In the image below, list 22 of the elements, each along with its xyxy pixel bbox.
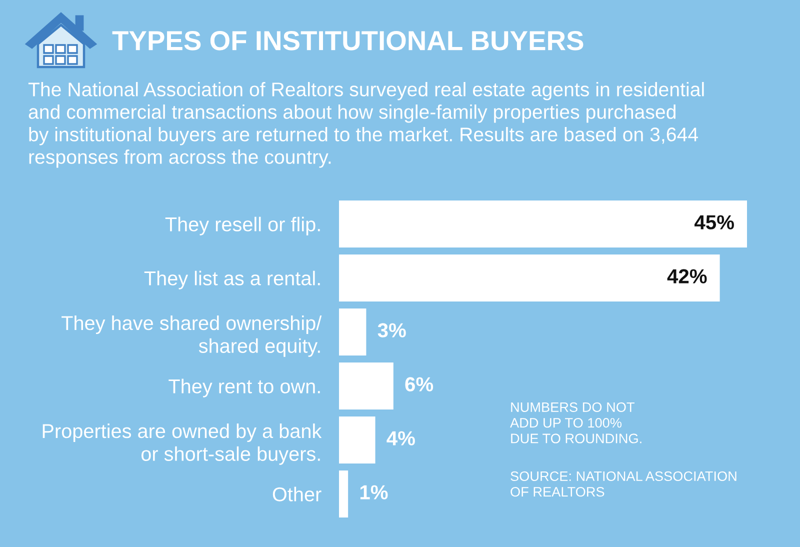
- bar: [339, 416, 376, 464]
- y-tick-label: Properties are owned by a bank or short-sale buyers.: [42, 424, 322, 465]
- data-label: 3%: [378, 323, 406, 338]
- chart-title: TYPES OF INSTITUTIONAL BUYERS: [112, 30, 584, 50]
- data-label: 42%: [667, 269, 707, 284]
- data-label: 6%: [405, 377, 434, 392]
- bar: [339, 254, 720, 302]
- bar: [339, 308, 366, 356]
- annotation: NUMBERS DO NOT ADD UP TO 100% DUE TO ROUNDING.: [510, 402, 642, 444]
- y-tick-label: They resell or flip.: [165, 216, 320, 236]
- annotation: SOURCE: NATIONAL ASSOCIATION OF REALTORS: [510, 471, 736, 497]
- bar: [339, 362, 394, 410]
- y-tick-label: They rent to own.: [168, 378, 320, 398]
- y-tick-label: Other: [272, 486, 322, 502]
- bar: [339, 200, 747, 248]
- chart-subtitle: The National Association of Realtors surveyed real estate agents in residential and commercial transactions about how single-family properties purchased by institutional buyers are returned to the market. Results are based on 3,644 responses from across the country.: [28, 82, 704, 168]
- y-tick-label: They list as a rental.: [144, 270, 320, 290]
- bar: [339, 470, 348, 518]
- data-label: 45%: [694, 215, 734, 230]
- data-label: 1%: [360, 485, 388, 500]
- y-tick-label: They have shared ownership/ shared equity.: [62, 316, 322, 357]
- data-label: 4%: [386, 431, 415, 446]
